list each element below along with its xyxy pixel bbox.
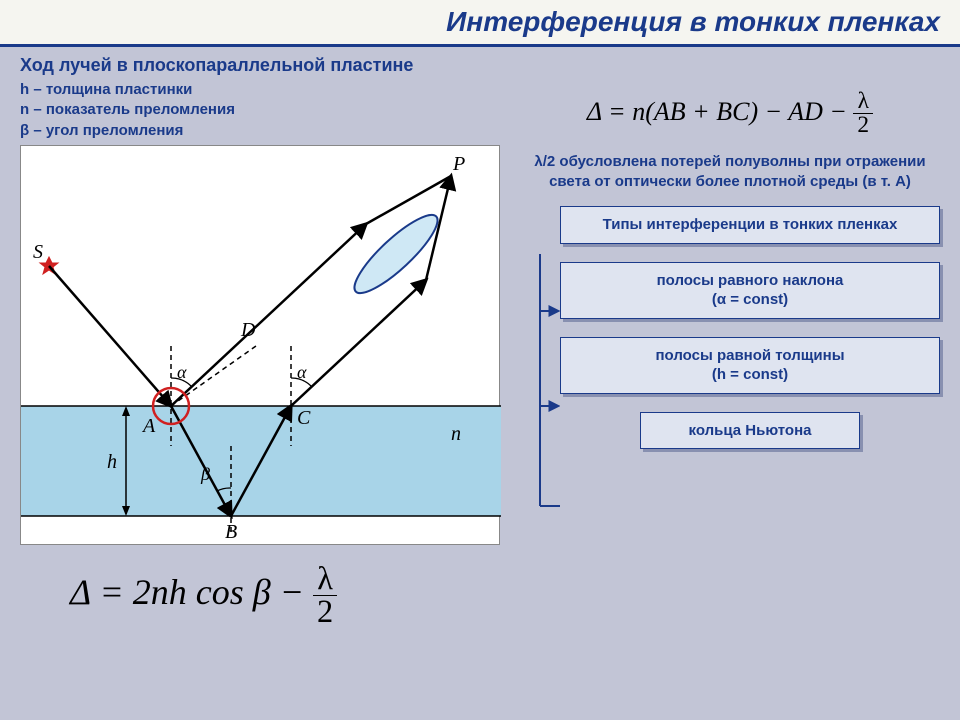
label-D: D: [240, 319, 256, 341]
ray-incident: [49, 266, 171, 406]
legend: h – толщина пластинки n – показатель пре…: [20, 80, 510, 141]
label-alpha1: α: [177, 362, 187, 382]
connector: [520, 206, 560, 506]
ray-diagram: S P A B C D α α β h n: [20, 145, 500, 545]
diagram-svg: S P A B C D α α β h n: [21, 146, 501, 546]
subtitle: Ход лучей в плоскопараллельной пластине: [0, 47, 960, 80]
title-bar: Интерференция в тонких пленках: [0, 0, 960, 47]
right-column: Δ = n(AB + BC) − AD − λ 2 λ/2 обусловлен…: [510, 80, 940, 629]
label-n: n: [451, 423, 461, 445]
legend-beta: β – угол преломления: [20, 121, 510, 141]
flow: Типы интерференции в тонких пленках поло…: [520, 206, 940, 506]
f1-lhs: Δ = n(AB + BC) − AD −: [587, 97, 854, 126]
label-B: B: [225, 521, 237, 543]
legend-h: h – толщина пластинки: [20, 80, 510, 100]
box-newton: кольца Ньютона: [640, 412, 860, 450]
halfwave-note: λ/2 обусловлена потерей полуволны при от…: [520, 152, 940, 193]
boxes: Типы интерференции в тонких пленках поло…: [560, 206, 940, 467]
page-title: Интерференция в тонких пленках: [20, 6, 940, 38]
box-equal-slope: полосы равного наклона (α = const): [560, 262, 940, 319]
label-h: h: [107, 451, 117, 473]
formula-top: Δ = n(AB + BC) − AD − λ 2: [520, 90, 940, 138]
label-P: P: [452, 153, 465, 175]
box-types: Типы интерференции в тонких пленках: [560, 206, 940, 244]
f1-frac: λ 2: [853, 90, 873, 138]
label-A: A: [141, 415, 156, 437]
ray-to-P-1: [366, 176, 451, 224]
box-equal-thickness: полосы равной толщины (h = const): [560, 337, 940, 394]
label-alpha2: α: [297, 362, 307, 382]
ray-out-C: [291, 280, 426, 406]
legend-n: n – показатель преломления: [20, 100, 510, 120]
ray-reflected-A: [171, 224, 366, 406]
content: h – толщина пластинки n – показатель пре…: [0, 80, 960, 629]
label-S: S: [33, 241, 43, 263]
formula-bottom: Δ = 2nh cos β − λ 2: [70, 563, 510, 629]
f2-frac: λ 2: [313, 563, 337, 629]
label-C: C: [297, 407, 311, 429]
f2-lhs: Δ = 2nh cos β −: [70, 572, 313, 612]
left-column: h – толщина пластинки n – показатель пре…: [20, 80, 510, 629]
label-beta: β: [200, 464, 210, 484]
